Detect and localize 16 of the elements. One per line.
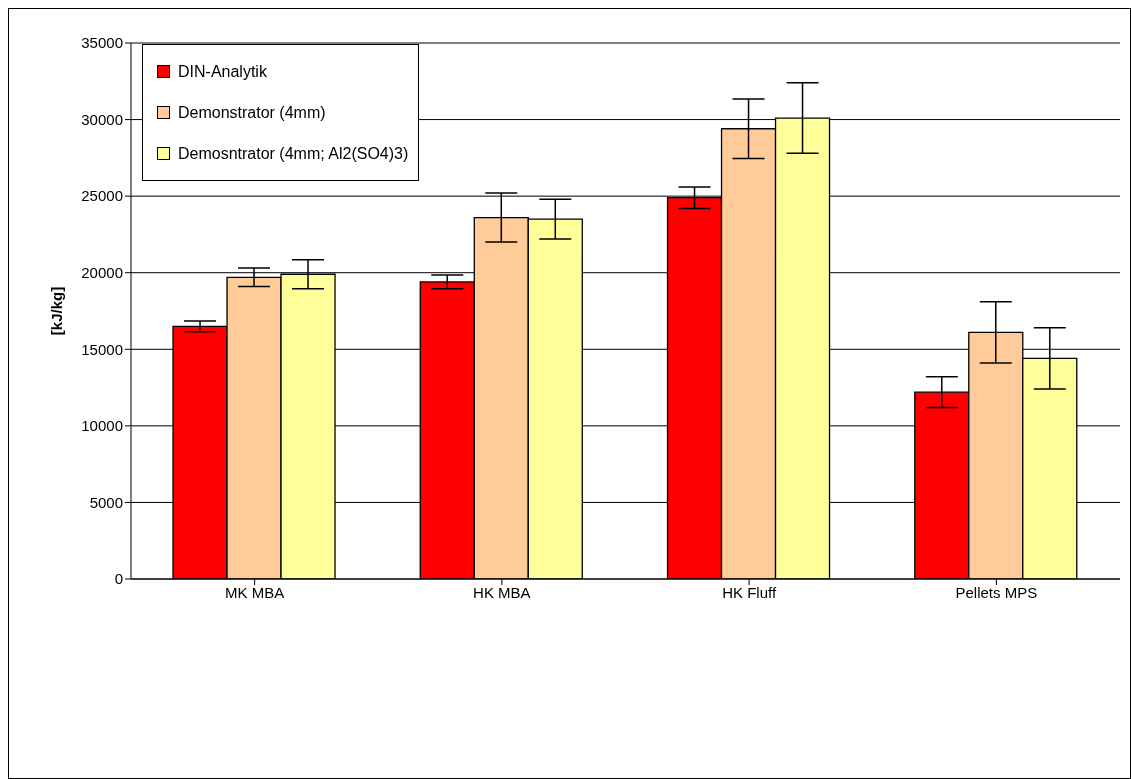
y-tick-label: 5000 [89,493,123,511]
y-tick-label: 30000 [81,110,123,128]
y-tick-label: 0 [114,570,123,588]
y-tick-label: 10000 [81,417,123,435]
y-axis-title: [kJ/kg] [48,286,66,336]
legend-label: Demonstrator (4mm) [178,103,326,122]
legend-label: Demosntrator (4mm; Al2(SO4)3) [178,144,409,163]
x-tick-label: MK MBA [225,583,285,601]
x-tick-label: HK MBA [473,583,531,601]
y-tick-label: 25000 [81,187,123,205]
legend-label: DIN-Analytik [178,62,267,81]
x-tick-label: Pellets MPS [955,583,1038,601]
x-tick-label: HK Fluff [722,583,777,601]
y-tick-label: 15000 [81,340,123,358]
y-tick-label: 20000 [81,264,123,282]
y-tick-label: 35000 [81,34,123,52]
